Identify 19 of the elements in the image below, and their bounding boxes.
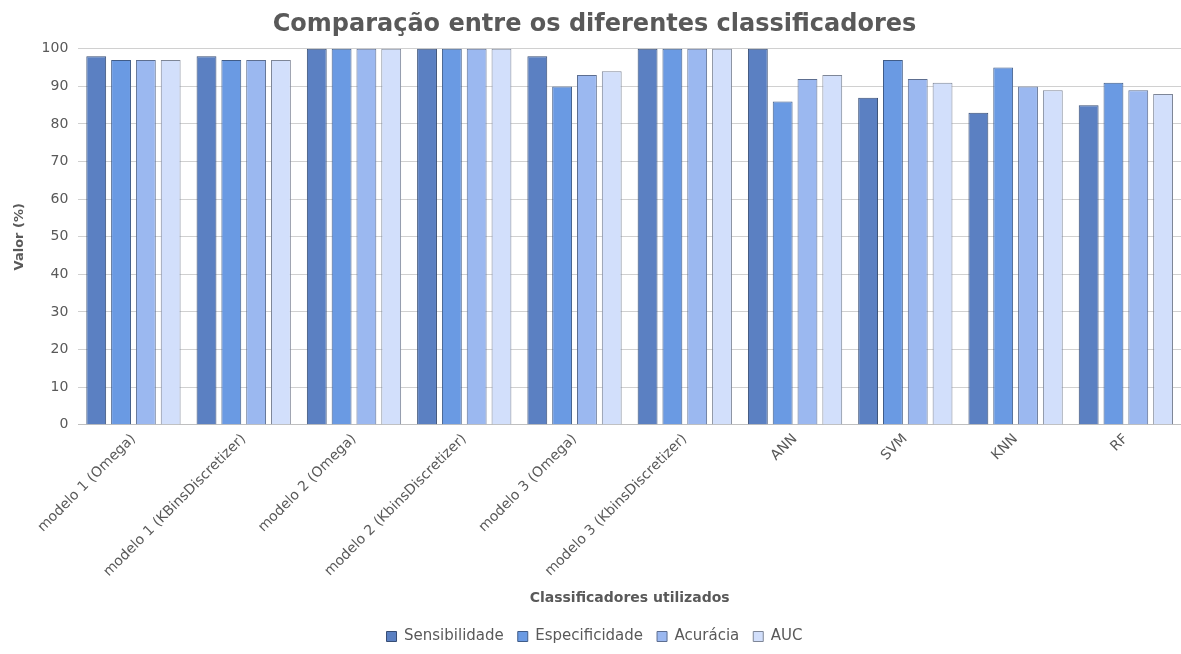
chart-title: Comparação entre os diferentes classificadores bbox=[272, 8, 917, 37]
y-tick-label: 70 bbox=[50, 152, 69, 169]
y-tick-label: 20 bbox=[50, 340, 69, 357]
y-tick-label: 90 bbox=[50, 77, 69, 94]
x-axis-title: Classificadores utilizados bbox=[529, 589, 730, 606]
y-tick-label: 40 bbox=[50, 265, 69, 282]
legend-label: AUC bbox=[770, 626, 803, 645]
y-tick-label: 10 bbox=[50, 377, 69, 394]
y-tick-label: 30 bbox=[50, 302, 69, 319]
x-tick-label: RF bbox=[1106, 430, 1131, 454]
y-tick-label: 100 bbox=[41, 39, 69, 56]
y-tick-label: 80 bbox=[50, 114, 69, 131]
legend-label: Sensibilidade bbox=[404, 626, 504, 645]
y-axis-title: Valor (%) bbox=[11, 203, 27, 271]
y-tick-label: 50 bbox=[50, 227, 69, 244]
legend-label: Especificidade bbox=[535, 626, 644, 645]
legend-label: Acurácia bbox=[674, 626, 740, 645]
y-tick-label: 0 bbox=[59, 415, 69, 432]
y-tick-label: 60 bbox=[50, 189, 69, 206]
